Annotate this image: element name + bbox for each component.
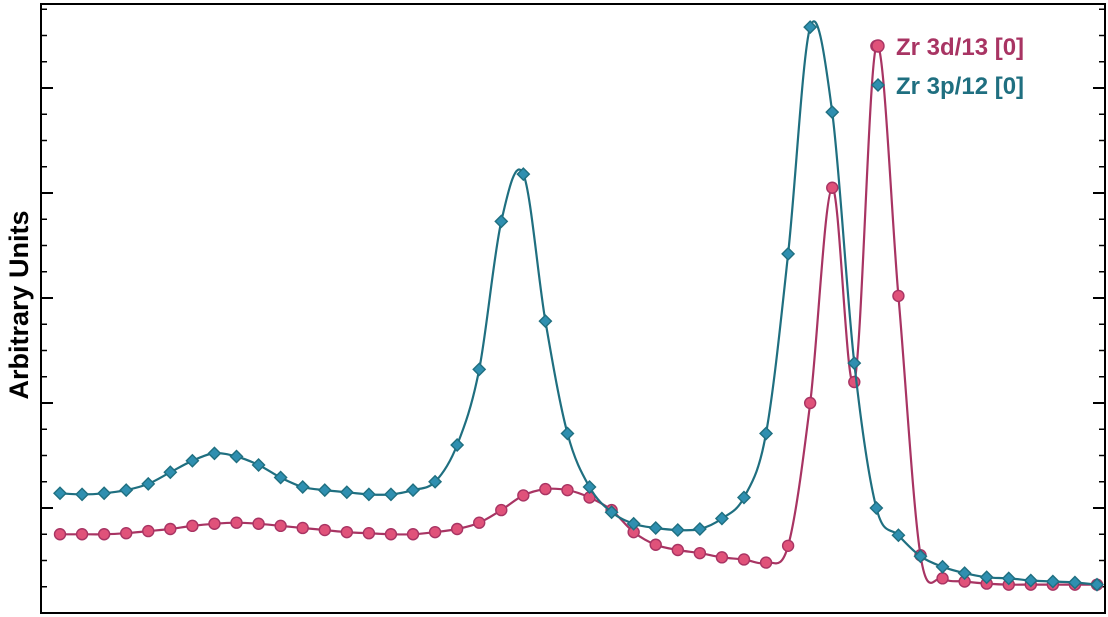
data-point: [273, 470, 288, 485]
data-point: [97, 528, 111, 541]
data-point: [891, 528, 906, 543]
data-point: [649, 538, 662, 551]
data-point: [803, 396, 817, 410]
data-point: [75, 528, 89, 541]
data-point: [848, 375, 861, 389]
data-point: [119, 483, 134, 498]
data-point: [516, 167, 531, 182]
data-point: [1067, 575, 1082, 590]
data-point: [252, 517, 265, 530]
data-point: [251, 457, 266, 472]
data-point: [869, 501, 884, 515]
data-point: [229, 449, 244, 464]
data-point: [428, 525, 442, 539]
series-line: [59, 44, 1097, 586]
data-point: [296, 521, 309, 535]
data-point: [274, 519, 287, 533]
data-point: [186, 519, 199, 533]
data-point: [736, 490, 751, 505]
series-2: [53, 20, 1104, 592]
data-point: [715, 551, 729, 564]
data-point: [626, 516, 641, 531]
data-point: [295, 480, 310, 494]
data-point: [826, 181, 839, 194]
data-point: [1090, 577, 1104, 592]
data-point: [53, 528, 67, 541]
data-point: [119, 527, 133, 540]
data-point: [759, 426, 774, 441]
data-point: [317, 483, 332, 498]
data-point: [428, 474, 443, 489]
y-ticks-right: [1093, 8, 1105, 588]
plot-frame: [40, 3, 1106, 614]
legend-marker: [871, 78, 885, 92]
data-point: [406, 528, 420, 541]
data-point: [1001, 571, 1016, 586]
data-point: [604, 505, 619, 520]
data-point: [164, 522, 177, 536]
data-point: [957, 566, 972, 581]
data-point: [494, 214, 509, 229]
data-point: [670, 523, 685, 538]
legend-marker: [871, 39, 885, 53]
data-point: [53, 486, 67, 501]
y-axis-label: Arbitrary Units: [4, 210, 34, 399]
data-point: [141, 476, 156, 491]
data-point: [560, 426, 575, 441]
data-point: [671, 543, 684, 557]
data-point: [207, 446, 222, 461]
data-point: [1023, 573, 1038, 588]
data-point: [75, 487, 90, 502]
data-point: [318, 523, 331, 537]
data-point: [692, 522, 707, 536]
data-point: [936, 572, 949, 585]
data-point: [384, 528, 398, 541]
data-point: [361, 487, 376, 502]
data-point: [495, 503, 508, 517]
series-1: [53, 39, 1104, 591]
data-point: [208, 517, 221, 530]
data-point: [825, 105, 840, 120]
data-point: [892, 289, 905, 303]
data-point: [582, 480, 597, 494]
data-point: [472, 362, 487, 377]
data-point: [538, 314, 553, 329]
data-point: [781, 246, 796, 261]
data-point: [539, 482, 552, 496]
data-point: [517, 489, 530, 502]
y-ticks-left: [41, 8, 53, 588]
data-point: [406, 483, 421, 498]
data-point: [163, 465, 178, 480]
data-point: [230, 516, 243, 529]
series-line: [59, 20, 1098, 586]
data-point: [781, 539, 795, 552]
data-point: [913, 549, 928, 564]
data-point: [1045, 574, 1060, 589]
data-point: [339, 485, 354, 500]
data-point: [473, 516, 486, 529]
legend-label: Zr 3d/13 [0]: [896, 34, 1024, 61]
legend-label: Zr 3p/12 [0]: [896, 73, 1024, 100]
legend: Zr 3d/13 [0] Zr 3p/12 [0]: [871, 34, 1024, 100]
data-point: [803, 20, 818, 35]
data-point: [142, 524, 155, 538]
data-point: [693, 546, 707, 560]
data-point: [561, 483, 574, 497]
series-layer: [53, 20, 1104, 592]
data-point: [450, 438, 465, 452]
data-point: [383, 487, 398, 502]
data-point: [450, 522, 464, 536]
data-point: [185, 453, 200, 468]
data-point: [714, 511, 729, 526]
data-point: [935, 559, 950, 574]
data-point: [97, 486, 112, 501]
data-point: [847, 356, 862, 371]
data-point: [362, 527, 376, 540]
data-point: [759, 556, 773, 569]
data-point: [340, 525, 354, 539]
data-point: [737, 553, 751, 566]
data-point: [648, 520, 663, 535]
data-point: [979, 570, 994, 585]
